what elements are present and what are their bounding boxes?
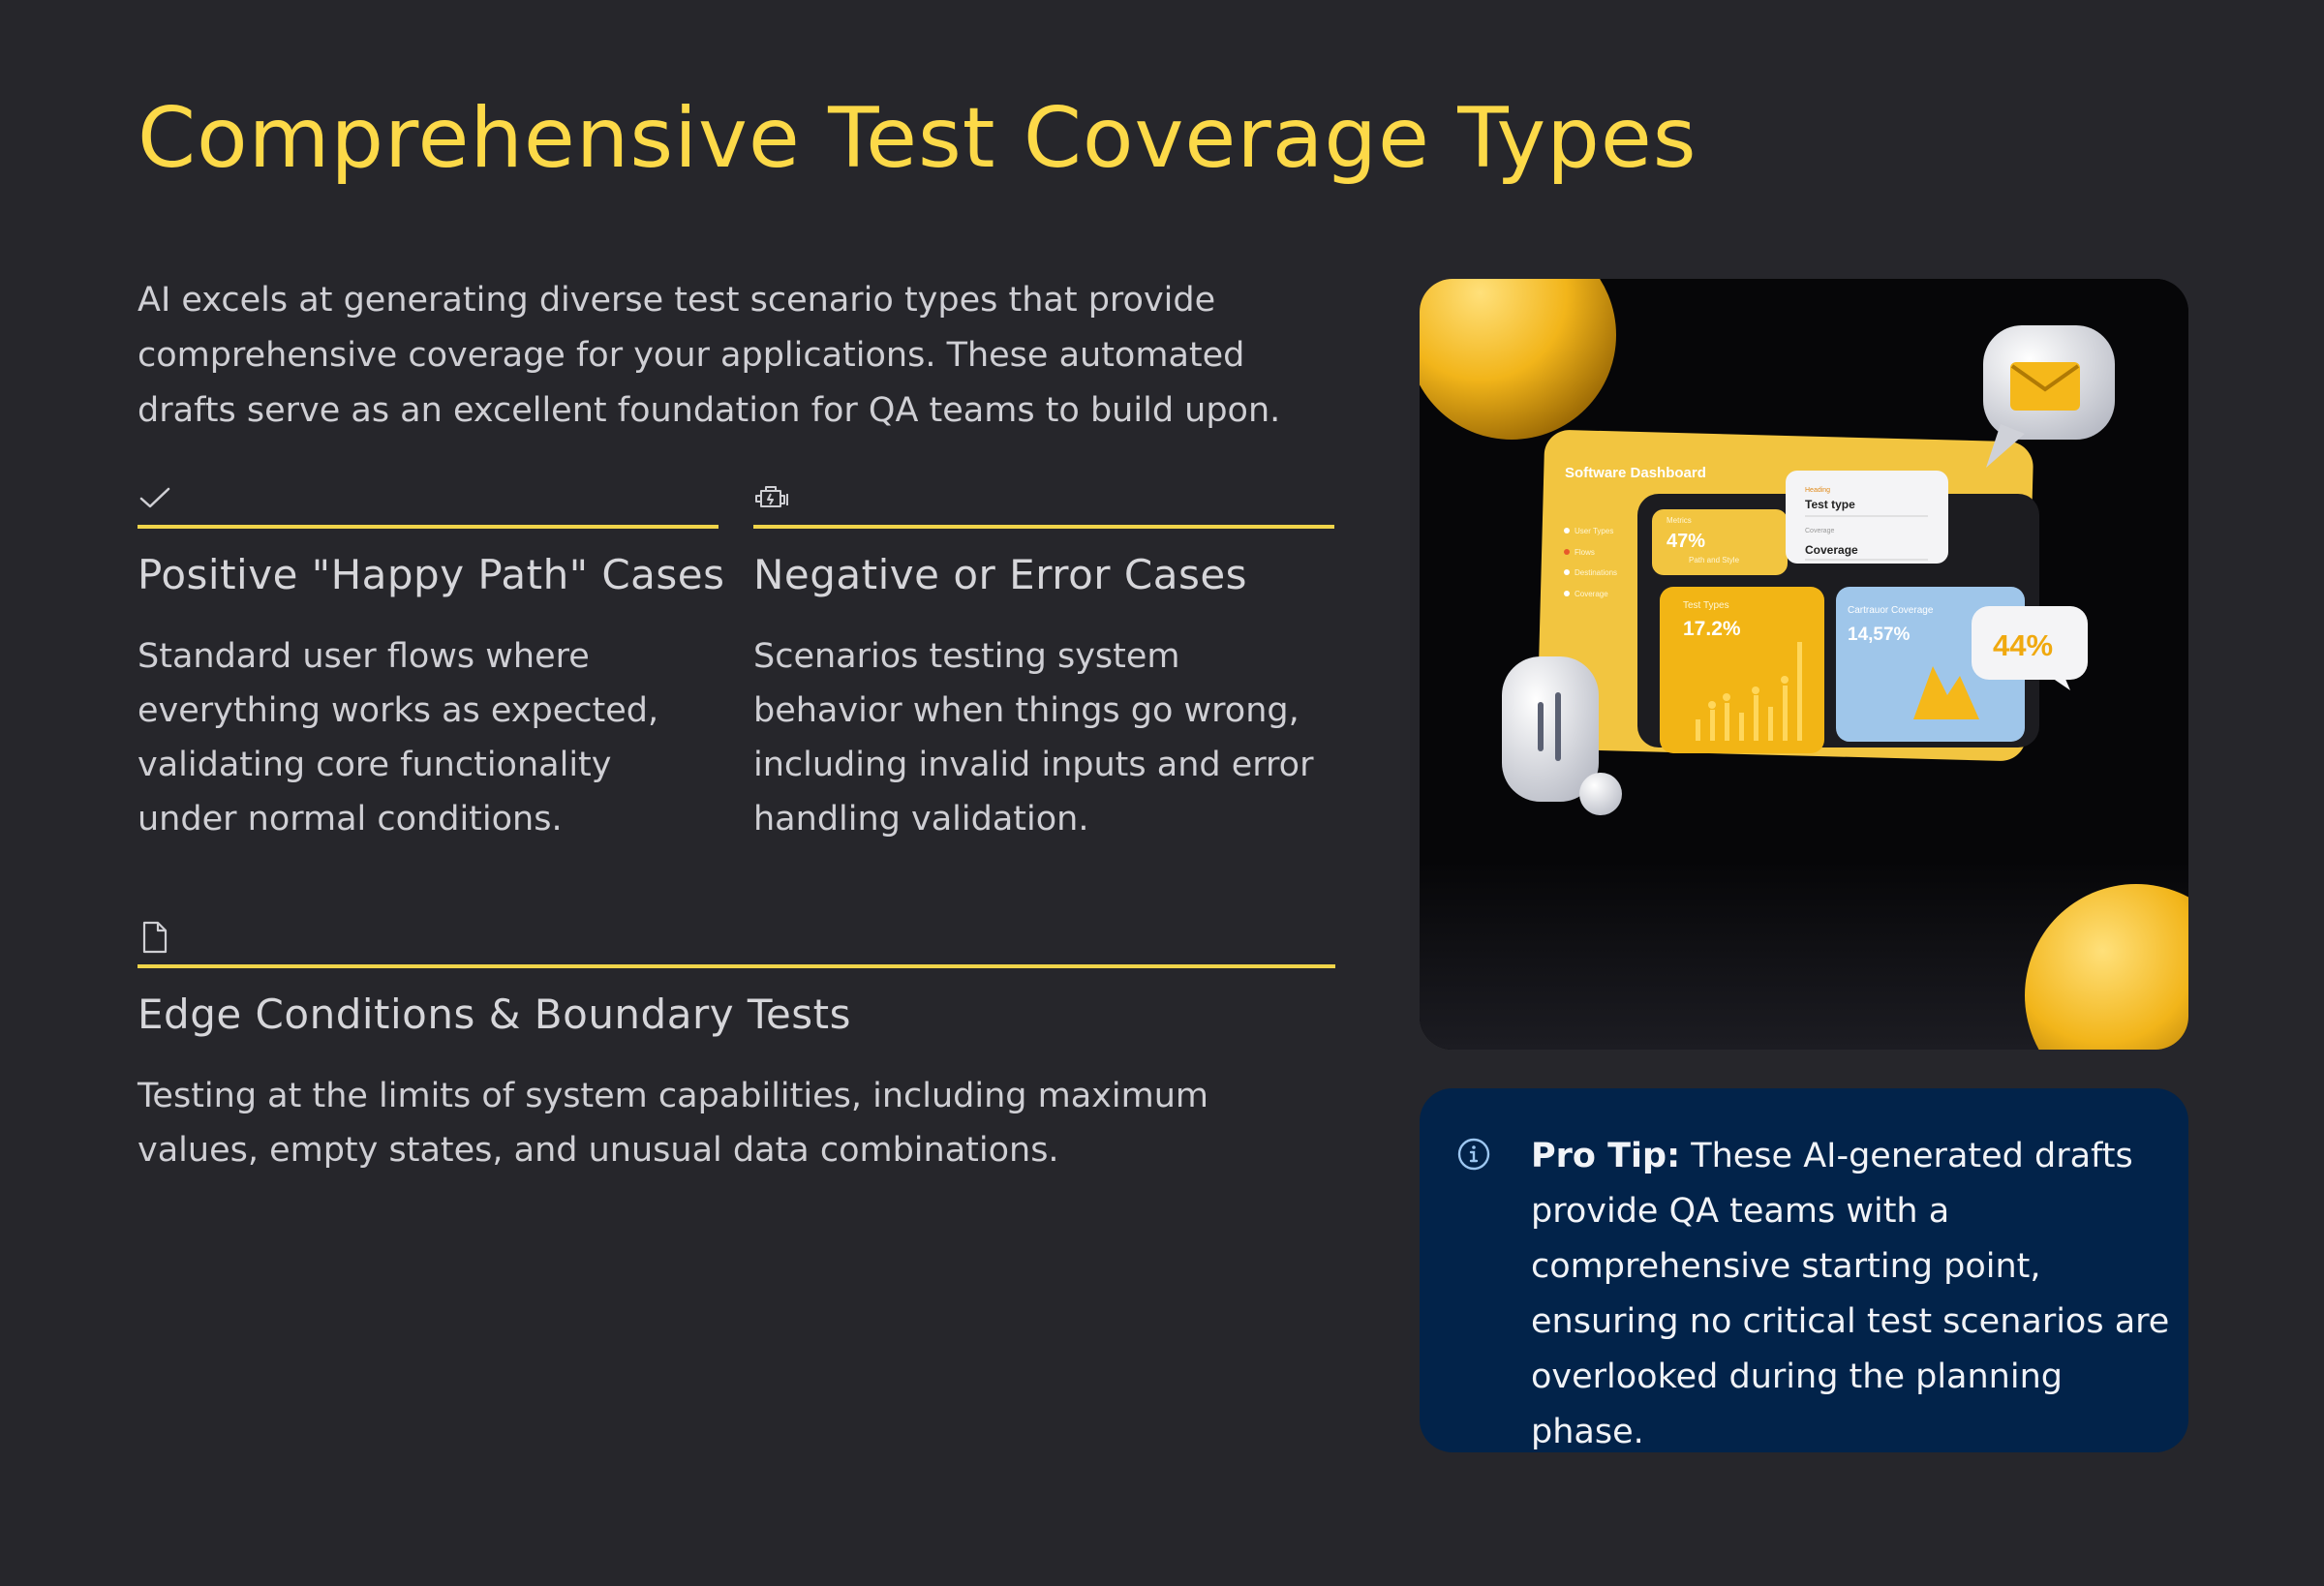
- card-body: Scenarios testing system behavior when t…: [753, 637, 1314, 839]
- metric-sub: Path and Style: [1689, 556, 1740, 564]
- card-heading: Edge Conditions & Boundary Tests: [138, 991, 852, 1038]
- popup-label: Heading: [1805, 487, 1830, 494]
- badge-value: 44%: [1993, 628, 2053, 662]
- nav-item: Coverage: [1575, 590, 1608, 598]
- card-divider: [138, 964, 1335, 968]
- card-divider: [138, 525, 719, 529]
- popup-field: Test type: [1805, 498, 1855, 511]
- page-title: Comprehensive Test Coverage Types: [138, 90, 1697, 187]
- card-positive-cases: Positive "Happy Path" Cases Standard use…: [138, 480, 725, 846]
- nav-item: User Types: [1575, 527, 1613, 535]
- metric-value: 14,57%: [1848, 625, 1911, 645]
- metric-label: Metrics: [1667, 516, 1692, 525]
- pro-tip-callout: Pro Tip: These AI-generated drafts provi…: [1420, 1088, 2188, 1452]
- nav-item: Destinations: [1575, 568, 1617, 577]
- pro-tip-text: Pro Tip: These AI-generated drafts provi…: [1531, 1129, 2170, 1460]
- document-icon: [138, 920, 1335, 955]
- metric-label: Test Types: [1683, 600, 1729, 611]
- popup-label: Coverage: [1805, 528, 1834, 534]
- card-edge-conditions: Edge Conditions & Boundary Tests Testing…: [138, 920, 1335, 1177]
- info-icon: [1456, 1137, 1491, 1175]
- dashboard-title: Software Dashboard: [1565, 465, 1706, 481]
- card-body: Standard user flows where everything wor…: [138, 637, 659, 839]
- card-heading: Positive "Happy Path" Cases: [138, 551, 725, 598]
- card-negative-cases: Negative or Error Cases Scenarios testin…: [753, 480, 1334, 846]
- metric-value: 17.2%: [1683, 618, 1741, 640]
- popup-field: Coverage: [1805, 543, 1858, 557]
- dashboard-illustration: Software Dashboard User Types Flows Dest…: [1420, 279, 2188, 1050]
- pro-tip-body: These AI-generated drafts provide QA tea…: [1531, 1137, 2170, 1451]
- metric-value: 47%: [1667, 531, 1705, 552]
- nav-item: Flows: [1575, 548, 1595, 557]
- intro-paragraph: AI excels at generating diverse test sce…: [138, 281, 1281, 430]
- engine-icon: [753, 480, 1334, 515]
- card-heading: Negative or Error Cases: [753, 551, 1248, 598]
- checkmark-icon: [138, 480, 719, 515]
- card-divider: [753, 525, 1334, 529]
- pro-tip-label: Pro Tip:: [1531, 1137, 1681, 1175]
- card-body: Testing at the limits of system capabili…: [138, 1077, 1208, 1170]
- metric-label: Cartrauor Coverage: [1848, 605, 1934, 616]
